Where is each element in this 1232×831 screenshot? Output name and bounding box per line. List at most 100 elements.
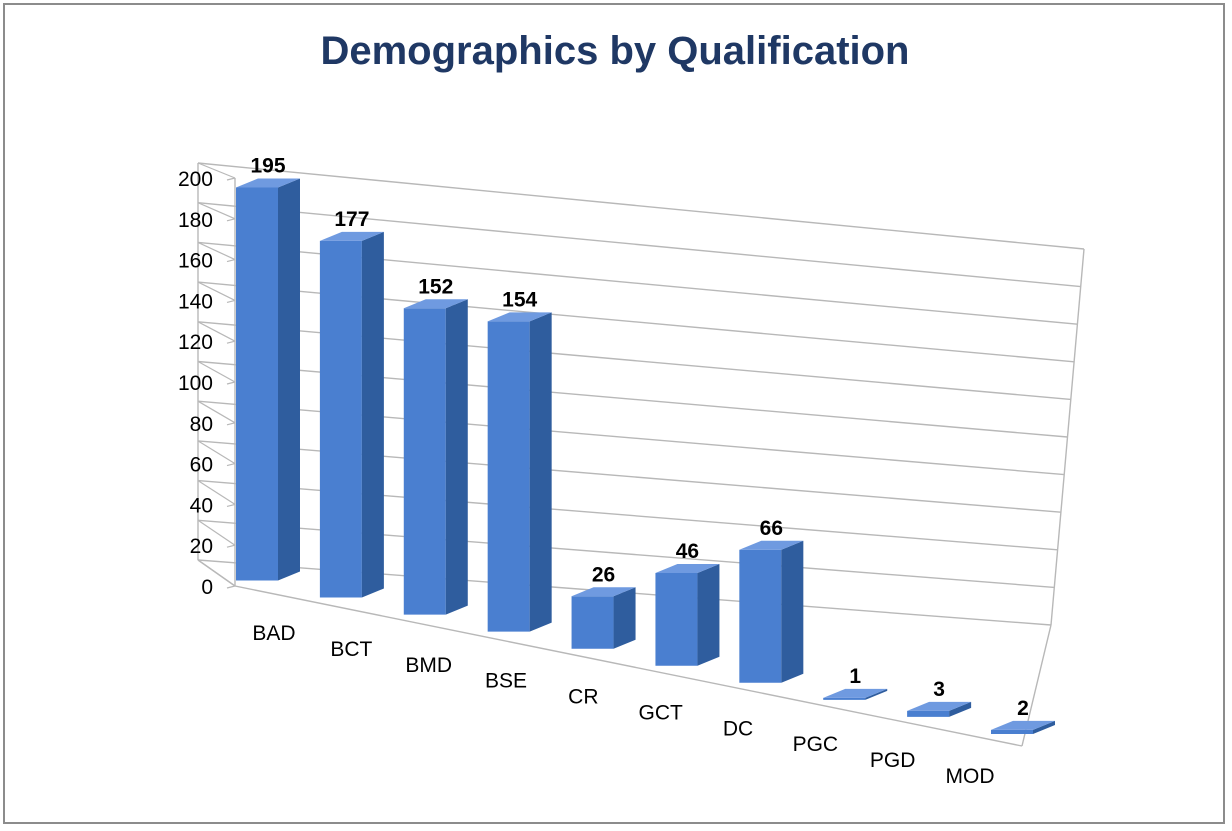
y-tick-mark [226,177,236,181]
bar-side [529,312,552,632]
y-tick-label: 80 [190,413,213,436]
y-tick-label: 0 [201,576,213,599]
bar-front [487,321,530,632]
bar-bad [236,178,300,581]
bar-front [236,187,278,581]
y-tick-mark [226,381,236,385]
side-wall-gridline [197,519,236,546]
bar-bse [487,312,552,632]
x-tick-label: BMD [405,654,452,677]
bar-top [487,312,552,322]
x-tick-label: CR [568,686,598,709]
bar-side [278,178,300,581]
y-tick-label: 120 [178,331,213,354]
bar-top [236,178,300,188]
side-wall-gridline [197,162,236,179]
bar-front [907,710,950,717]
side-wall-gridline [197,400,236,424]
bar-bct [319,231,384,598]
data-label: 152 [418,275,453,298]
x-tick-label: DC [723,717,753,740]
bar-top [991,720,1055,730]
side-wall-gridline [197,321,236,342]
bar-pgc [823,688,888,700]
bar-side [613,587,636,649]
bar-side [445,299,468,615]
x-tick-label: GCT [639,701,684,724]
side-wall-gridline [197,360,236,383]
y-tick-mark [226,259,236,263]
bar-front [655,573,698,666]
bar-side [949,701,972,717]
bar-front [571,596,614,649]
bar-side [865,688,888,700]
bar-front [739,549,782,683]
bar-front [991,729,1033,734]
axis-line [234,585,1023,747]
y-tick-label: 140 [178,290,213,313]
y-tick-label: 180 [178,209,213,232]
bar-front [823,697,866,700]
bar-side [361,231,384,598]
side-wall-gridline [197,440,236,465]
bar-bmd [403,299,468,615]
x-tick-label: BSE [485,670,527,693]
x-tick-label: BAD [252,622,295,645]
bar-side [697,564,720,666]
x-tick-label: PGC [793,733,839,756]
x-axis-ticks: BAD BCT BMD BSE CR GCT DC PGC PGD MOD [252,622,994,788]
gridline [197,162,1085,250]
bar-front [403,308,446,615]
side-wall-gridline [197,202,236,220]
data-label: 2 [1017,697,1029,720]
bar-side [1033,720,1055,734]
bar-top [319,231,384,241]
bar-top [823,688,888,698]
data-label: 177 [334,208,369,231]
bar-dc [739,540,804,683]
bar-side [781,540,804,683]
data-label: 154 [502,288,537,311]
y-tick-mark [226,299,236,303]
data-label: 46 [676,540,699,563]
y-tick-label: 100 [178,372,213,395]
side-wall-gridline [197,241,236,261]
bar-top [739,540,804,550]
y-tick-label: 200 [178,168,213,191]
data-labels: 195 177 152 154 26 46 66 1 3 2 [250,155,1028,720]
bar-top [655,564,720,574]
y-axis-ticks: 0 20 40 60 80 100 120 140 160 180 200 [178,168,213,599]
x-tick-label: MOD [946,765,995,788]
axis-line [1050,248,1085,626]
chart-title: Demographics by Qualification [320,29,909,73]
gridline [197,202,1081,288]
x-tick-label: PGD [870,749,916,772]
data-label: 66 [760,517,783,540]
y-tick-mark [226,585,236,589]
bar-top [571,587,636,597]
bar-mod [991,720,1055,734]
data-label: 195 [250,155,285,178]
data-label: 1 [849,665,861,688]
bar-gct [655,564,720,666]
bar-pgd [907,701,972,717]
y-tick-mark [226,218,236,222]
y-tick-label: 60 [190,454,213,477]
y-tick-mark [226,340,236,344]
x-tick-label: BCT [330,638,372,661]
y-tick-label: 40 [190,494,213,517]
bar-top [907,701,972,711]
y-tick-label: 160 [178,250,213,273]
y-tick-mark [226,422,236,426]
y-tick-mark [226,544,236,548]
side-wall-gridline [197,480,236,505]
axis-line [197,559,236,587]
y-tick-mark [226,463,236,467]
bar-cr [571,587,636,649]
y-tick-mark [226,503,236,507]
bar-front [319,240,362,598]
chart-frame [3,3,1225,824]
y-tick-label: 20 [190,535,213,558]
data-label: 26 [592,563,615,586]
